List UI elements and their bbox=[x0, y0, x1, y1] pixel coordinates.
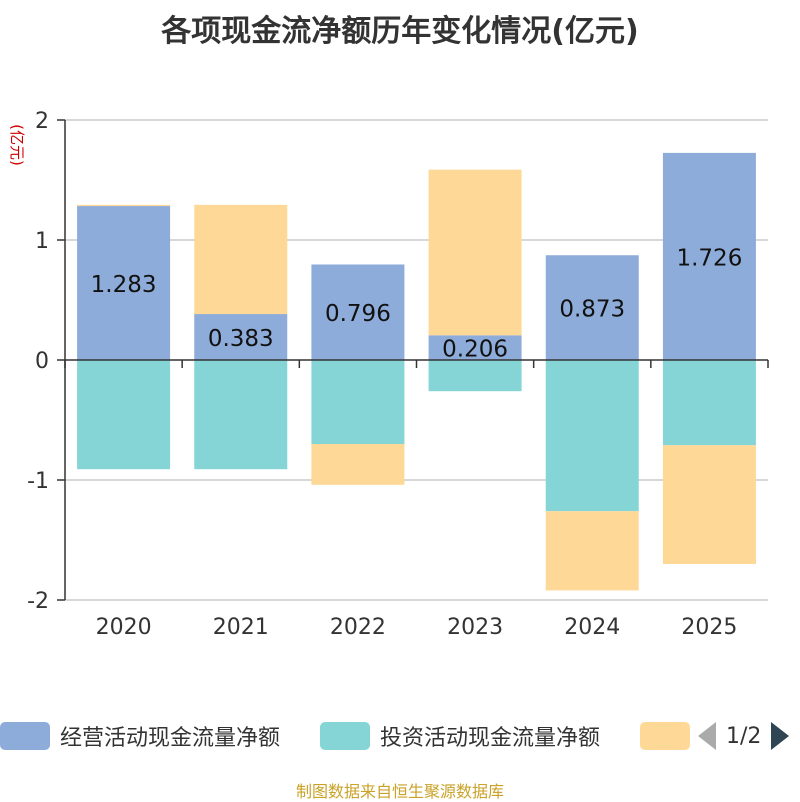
bar-series-2 bbox=[311, 444, 405, 485]
legend-pager: 1/2 bbox=[698, 716, 790, 756]
y-tick-label: 0 bbox=[35, 349, 49, 374]
y-tick-label: -2 bbox=[27, 589, 49, 614]
pager-next-icon[interactable] bbox=[771, 722, 790, 750]
x-tick-label: 2020 bbox=[96, 615, 152, 640]
x-tick-label: 2024 bbox=[564, 615, 620, 640]
y-tick-label: 2 bbox=[35, 109, 49, 134]
bar-series-1 bbox=[428, 360, 522, 392]
legend-item-financing[interactable] bbox=[640, 716, 690, 756]
bar-series-1 bbox=[311, 360, 405, 444]
bar-series-1 bbox=[77, 360, 171, 470]
legend-swatch-operating bbox=[0, 722, 50, 750]
bar-series-2 bbox=[194, 204, 288, 315]
x-tick-label: 2023 bbox=[447, 615, 503, 640]
source-footer: 制图数据来自恒生聚源数据库 bbox=[295, 782, 504, 801]
x-tick-label: 2025 bbox=[681, 615, 737, 640]
bar-series-0 bbox=[428, 335, 522, 360]
bar-series-0 bbox=[311, 264, 405, 360]
bar-series-2 bbox=[662, 445, 756, 564]
legend-swatch-financing bbox=[640, 722, 690, 750]
y-tick-label: -1 bbox=[27, 469, 49, 494]
pager-prev-icon[interactable] bbox=[698, 722, 716, 750]
bar-series-0 bbox=[662, 152, 756, 360]
data-label: 1.283 bbox=[91, 272, 157, 298]
bar-series-0 bbox=[77, 206, 171, 360]
legend: 经营活动现金流量净额 投资活动现金流量净额 bbox=[0, 716, 800, 756]
bar-series-0 bbox=[194, 314, 288, 360]
bar-series-2 bbox=[77, 204, 171, 207]
x-tick-label: 2021 bbox=[213, 615, 269, 640]
legend-item-investing[interactable]: 投资活动现金流量净额 bbox=[320, 716, 600, 756]
bar-series-1 bbox=[662, 360, 756, 446]
data-label: 0.206 bbox=[442, 337, 508, 363]
bar-series-2 bbox=[545, 511, 639, 591]
legend-item-operating[interactable]: 经营活动现金流量净额 bbox=[0, 716, 280, 756]
bar-series-1 bbox=[545, 360, 639, 512]
y-axis-label: (亿元) bbox=[8, 124, 26, 166]
bar-series-0 bbox=[545, 255, 639, 360]
legend-label-operating: 经营活动现金流量净额 bbox=[60, 726, 281, 751]
data-label: 0.873 bbox=[559, 297, 625, 323]
data-label: 0.796 bbox=[325, 301, 391, 327]
pager-text: 1/2 bbox=[726, 723, 762, 749]
legend-label-investing: 投资活动现金流量净额 bbox=[380, 726, 601, 751]
bar-series-2 bbox=[428, 169, 522, 336]
y-tick-label: 1 bbox=[35, 229, 49, 254]
data-label: 0.383 bbox=[208, 326, 274, 352]
data-label: 1.726 bbox=[676, 245, 742, 271]
x-tick-label: 2022 bbox=[330, 615, 386, 640]
bar-series-1 bbox=[194, 360, 288, 470]
legend-swatch-investing bbox=[320, 722, 370, 750]
chart-title: 各项现金流净额历年变化情况(亿元) bbox=[161, 14, 639, 49]
